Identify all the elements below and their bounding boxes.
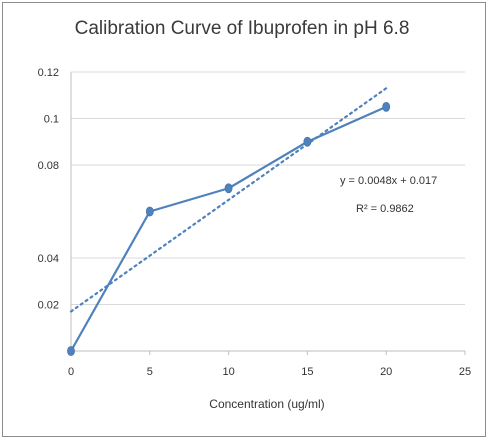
data-point-4	[382, 101, 391, 112]
chart-title: Calibration Curve of Ibuprofen in pH 6.8	[74, 18, 410, 39]
x-tick-label-4: 20	[380, 366, 392, 378]
x-tick-label-1: 5	[147, 366, 153, 378]
trendline	[69, 87, 388, 313]
chart-frame	[2, 2, 486, 437]
x-tick-label-0: 0	[68, 366, 74, 378]
data-point-0	[67, 346, 75, 356]
x-tick-label-2: 10	[222, 366, 234, 378]
y-tick-label-0: 0.02	[38, 300, 59, 312]
x-tick-label-5: 25	[459, 366, 471, 378]
r-squared-label: R² = 0.9862	[356, 203, 414, 215]
data-point-3	[303, 136, 312, 147]
y-tick-label-4: 0.12	[38, 67, 59, 79]
y-tick-label-2: 0.08	[38, 160, 59, 172]
trendline-equation: y = 0.0048x + 0.017	[340, 175, 437, 187]
y-tick-label-1: 0.04	[38, 253, 59, 265]
data-point-1	[145, 206, 154, 217]
series-line-0	[70, 105, 387, 352]
y-tick-label-3: 0.1	[44, 114, 59, 126]
x-axis-title: Concentration (ug/ml)	[209, 397, 324, 411]
data-point-2	[224, 183, 233, 194]
x-tick-label-3: 15	[301, 366, 313, 378]
